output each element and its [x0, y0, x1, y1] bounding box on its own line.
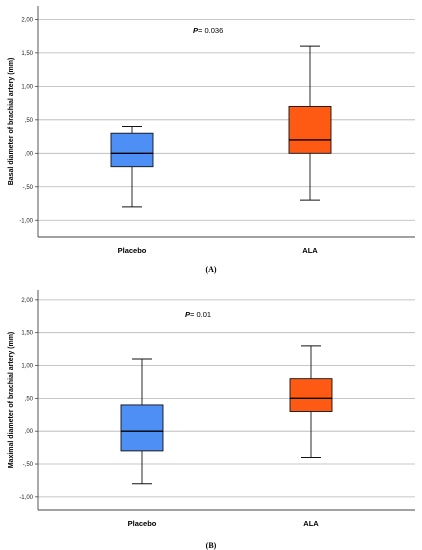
iqr-box [120, 404, 164, 452]
y-tick-label: ,50 [25, 396, 34, 402]
box-ala [288, 45, 332, 201]
y-tick-label: 1,50 [21, 51, 33, 57]
y-tick-label: 1,50 [21, 331, 33, 337]
chart-panel-1: -1,00 -,50 ,00 ,50 1,00 1,50 2,00 Basal diamete… [8, 6, 415, 274]
iqr-box [289, 378, 333, 412]
y-tick-label: ,50 [25, 118, 34, 124]
panel-caption: (A) [205, 265, 216, 274]
y-tick-label: -1,00 [19, 218, 33, 224]
y-axis-label: Basal diameter of brachial artery (mm) [8, 58, 15, 186]
y-tick-label: -1,00 [19, 495, 33, 501]
p-value-annotation: P= 0.036 [193, 26, 223, 35]
y-tick-label: 1,00 [21, 364, 33, 370]
box-placebo [110, 126, 154, 208]
category-label: Placebo [118, 246, 147, 255]
y-tick-label: -,50 [23, 462, 34, 468]
y-tick-label: ,00 [25, 151, 34, 157]
iqr-box [110, 132, 154, 168]
box-placebo [120, 358, 164, 485]
y-tick-label: 2,00 [21, 298, 33, 304]
chart-panel-2: -1,00 -,50 ,00 ,50 1,00 1,50 2,00 Maximal diame… [8, 290, 415, 550]
y-tick-label: 2,00 [21, 17, 33, 23]
p-value-annotation: P= 0.01 [185, 310, 211, 319]
y-tick-label: -,50 [23, 185, 34, 191]
box-ala [289, 345, 333, 458]
y-tick-label: ,00 [25, 429, 34, 435]
category-label: ALA [302, 246, 318, 255]
y-tick-label: 1,00 [21, 84, 33, 90]
category-label: Placebo [128, 519, 157, 528]
panel-caption: (B) [206, 541, 217, 550]
category-label: ALA [303, 519, 319, 528]
y-axis-label: Maximal diameter of brachial artery (mm) [8, 332, 15, 469]
iqr-box [288, 105, 332, 154]
